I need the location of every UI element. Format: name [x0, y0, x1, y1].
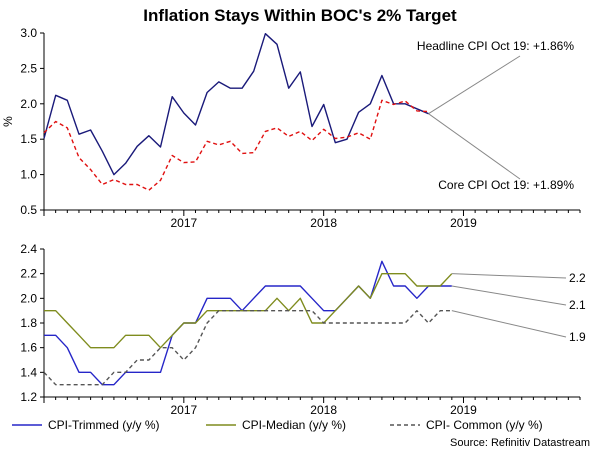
- x-tick-label: 2019: [450, 403, 477, 417]
- end-value-label: 2.1: [569, 298, 586, 312]
- y-tick-label: 2.5: [20, 61, 37, 75]
- y-tick-label: 2.0: [20, 291, 37, 305]
- end-value-label: 2.2: [569, 271, 586, 285]
- y-tick-label: 1.5: [20, 132, 37, 146]
- legend-label-trimmed: CPI-Trimmed (y/y %): [48, 418, 160, 432]
- bottom-panel: 2.4 2.2 2.0 1.8 1.6 1.4 1.2 2017 2018 2019 2.2 2.1 1…: [20, 242, 586, 417]
- series-line-median: [44, 273, 453, 349]
- y-tick-label: 1.8: [20, 316, 37, 330]
- x-tick-label: 2017: [170, 403, 197, 417]
- series-line-common: [43, 310, 452, 386]
- annotation-label: Headline CPI Oct 19: +1.86%: [417, 39, 574, 53]
- source-note: Source: Refinitiv Datastream: [450, 437, 590, 449]
- series-line-trimmed: [44, 260, 452, 386]
- end-label-leader: [451, 285, 567, 306]
- legend-label-common: CPI- Common (y/y %): [426, 418, 543, 432]
- y-tick-label: 1.4: [20, 365, 37, 379]
- end-label-leader: [451, 310, 567, 338]
- y-tick-label: 1.0: [20, 168, 37, 182]
- y-tick-label: 1.2: [20, 390, 37, 404]
- y-tick-label: 3.0: [20, 26, 37, 40]
- series-line-core: [43, 99, 429, 191]
- x-tick-label: 2018: [310, 403, 337, 417]
- y-tick-label: 1.6: [20, 341, 37, 355]
- annotation-label: Core CPI Oct 19: +1.89%: [438, 178, 574, 192]
- legend: CPI-Trimmed (y/y %) CPI-Median (y/y %) CPI…: [12, 418, 543, 432]
- y-tick-label: 0.5: [20, 203, 37, 217]
- end-label-leader: [451, 273, 567, 279]
- x-tick-label: 2019: [450, 216, 477, 230]
- end-value-label: 1.9: [569, 330, 586, 344]
- x-tick-label: 2018: [310, 216, 337, 230]
- legend-label-median: CPI-Median (y/y %): [242, 418, 346, 432]
- y-tick-label: 2.0: [20, 97, 37, 111]
- x-tick-label: 2017: [170, 216, 197, 230]
- top-panel: 3.0 2.5 2.0 1.5 1.0 0.5 2017 2018 2019% Headline …: [1, 26, 581, 230]
- y-tick-label: 2.2: [20, 267, 37, 281]
- annotation-leader: [428, 113, 521, 180]
- chart-title: Inflation Stays Within BOC's 2% Target: [143, 6, 457, 25]
- annotation-leader: [428, 55, 521, 115]
- y-tick-label: 2.4: [20, 242, 37, 256]
- series-line-headline: [43, 33, 429, 176]
- y-axis-label: %: [1, 116, 15, 127]
